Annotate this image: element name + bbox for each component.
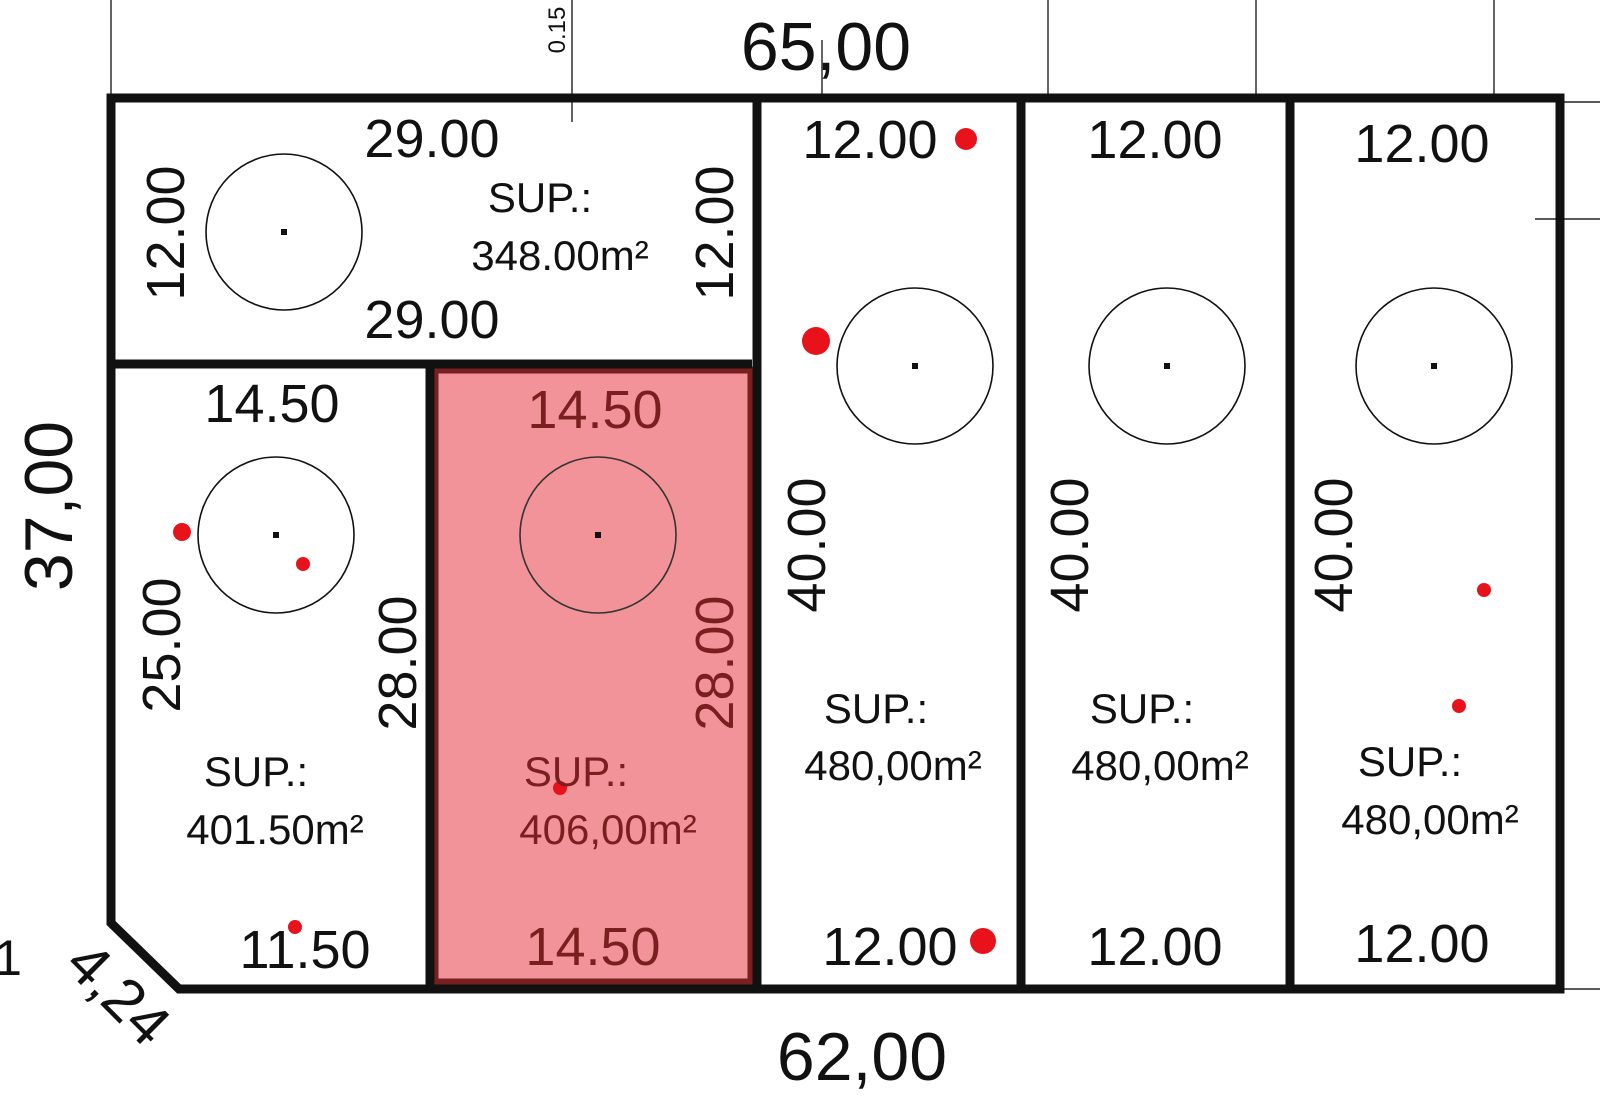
circle-marker-icon [197, 456, 355, 614]
lot-d-sup-label: SUP.: [824, 685, 928, 732]
lot-c-right: 28.00 [685, 595, 745, 730]
bottom-total-dimension: 62,00 [777, 1019, 947, 1095]
lot-b-left: 25.00 [132, 577, 192, 712]
circle-markers [197, 153, 1513, 614]
edge-fragment-label: 1 [0, 930, 22, 986]
survey-point-icon [1164, 363, 1170, 369]
lot-c-sup-label: SUP.: [524, 748, 628, 795]
lot-a-back: 29.00 [364, 290, 499, 350]
lot-a-left: 12.00 [136, 165, 196, 300]
lot-f-front: 12.00 [1354, 114, 1489, 174]
lot-c-front: 14.50 [527, 380, 662, 440]
red-point-icon [173, 523, 191, 541]
lot-f-sup-label: SUP.: [1358, 738, 1462, 785]
lot-d[interactable]: 12.00 12.00 40.00 SUP.: 480,00m² [777, 110, 982, 977]
lot-e-sup-label: SUP.: [1090, 685, 1194, 732]
survey-point-icon [595, 532, 601, 538]
survey-point-icon [1431, 363, 1437, 369]
lot-a[interactable]: 29.00 29.00 12.00 12.00 SUP.: 348.00m² [136, 109, 745, 350]
lot-c[interactable]: 14.50 14.50 28.00 SUP.: 406,00m² [519, 380, 745, 977]
top-reference-lines [110, 0, 1600, 990]
left-total-dimension: 37,00 [11, 421, 87, 591]
red-markers [173, 128, 1491, 954]
survey-point-icon [281, 229, 287, 235]
lot-c-back: 14.50 [525, 917, 660, 977]
circle-marker-icon [1355, 287, 1513, 445]
red-point-icon [296, 557, 310, 571]
highlighted-lot[interactable] [431, 366, 755, 986]
red-point-icon [1452, 699, 1466, 713]
lot-f-side: 40.00 [1304, 477, 1364, 612]
outer-boundary [106, 93, 1565, 994]
lot-b-right: 28.00 [368, 595, 428, 730]
lot-c-area: 406,00m² [519, 806, 696, 853]
survey-point-icon [912, 363, 918, 369]
top-total-dimension: 65,00 [741, 9, 911, 85]
circle-marker-icon [205, 153, 363, 311]
lot-d-area: 480,00m² [804, 742, 981, 789]
circle-marker-icon [836, 287, 994, 445]
lot-f[interactable]: 12.00 12.00 40.00 SUP.: 480,00m² [1304, 114, 1519, 974]
lot-b-sup-label: SUP.: [204, 748, 308, 795]
red-point-icon [553, 781, 567, 795]
lot-b[interactable]: 14.50 11.50 25.00 28.00 SUP.: 401.50m² [132, 374, 428, 980]
lot-d-front: 12.00 [802, 110, 937, 170]
red-point-icon [802, 327, 830, 355]
lot-e-area: 480,00m² [1071, 742, 1248, 789]
lot-d-side: 40.00 [777, 477, 837, 612]
lot-b-back: 11.50 [239, 920, 370, 980]
lot-f-area: 480,00m² [1341, 796, 1518, 843]
red-point-icon [955, 128, 977, 150]
lot-f-back: 12.00 [1354, 914, 1489, 974]
lot-e-back: 12.00 [1087, 917, 1222, 977]
red-point-icon [288, 920, 302, 934]
lot-e-side: 40.00 [1040, 477, 1100, 612]
lot-a-right: 12.00 [685, 165, 745, 300]
circle-marker-icon [1088, 287, 1246, 445]
lot-b-front: 14.50 [204, 374, 339, 434]
red-point-icon [1477, 583, 1491, 597]
lot-e[interactable]: 12.00 12.00 40.00 SUP.: 480,00m² [1040, 110, 1249, 977]
red-point-icon [970, 928, 996, 954]
lot-borders [106, 93, 1565, 994]
lot-e-front: 12.00 [1087, 110, 1222, 170]
chamfer-dimension: 4,24 [54, 929, 184, 1059]
lot-a-sup-label: SUP.: [488, 174, 592, 221]
lot-d-back: 12.00 [822, 917, 957, 977]
top-small-dimension: 0.15 [544, 7, 571, 54]
survey-point-icon [273, 532, 279, 538]
circle-marker-icon [519, 456, 677, 614]
lot-b-area: 401.50m² [186, 806, 363, 853]
lot-a-front: 29.00 [364, 109, 499, 169]
lot-a-area: 348.00m² [471, 232, 648, 279]
